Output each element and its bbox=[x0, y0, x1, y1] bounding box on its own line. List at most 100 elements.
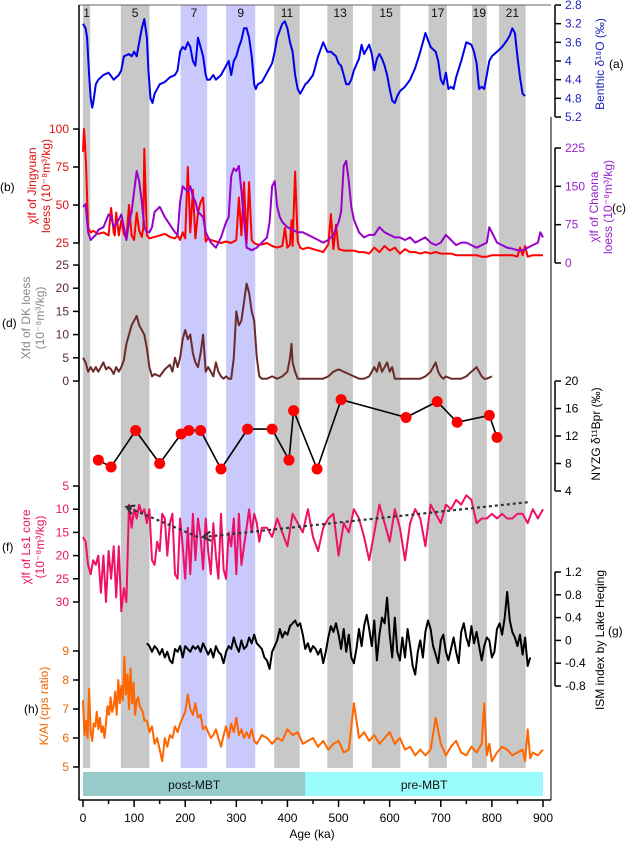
y-tick-label-c: 225 bbox=[565, 141, 585, 155]
period-pre-mbt bbox=[305, 772, 543, 796]
axes: 2.83.23.644.44.85.2255075100075150225051… bbox=[49, 0, 586, 825]
y-tick-label-g: 0.4 bbox=[565, 611, 582, 625]
period-label: post-MBT bbox=[168, 778, 221, 792]
y-tick-label-g: 0 bbox=[565, 633, 572, 647]
series-b-line bbox=[82, 128, 543, 258]
y-tick-label-g: 0.8 bbox=[565, 588, 582, 602]
period-post-mbt bbox=[83, 772, 306, 796]
axis-title-d-line1: Xfd of DK loess bbox=[19, 277, 33, 360]
series-f-line bbox=[82, 494, 544, 613]
panel-label-b: (b) bbox=[0, 180, 15, 194]
x-axis-title: Age (ka) bbox=[289, 827, 334, 841]
mis-band-labels: 1 5 7 9 11 13 15 17 19 21 bbox=[83, 6, 519, 20]
y-tick-label-g: -0.8 bbox=[565, 679, 586, 693]
axis-title-d-line2: (10⁻⁸m³/kg) bbox=[33, 287, 47, 350]
axis-title-f-line2: (10⁻⁸m³/kg) bbox=[33, 516, 47, 579]
series-e-point bbox=[400, 411, 412, 423]
series-e-point bbox=[491, 431, 503, 443]
y-tick-label-d: 5 bbox=[62, 351, 69, 365]
mis-band-9 bbox=[226, 5, 256, 768]
series-h-line bbox=[82, 655, 544, 763]
axis-title-e: NYZG δ¹¹Bpr (‰) bbox=[589, 387, 603, 480]
mis-band-label: 19 bbox=[473, 6, 487, 20]
y-tick-label-d: 10 bbox=[56, 328, 70, 342]
series-e-point bbox=[451, 416, 463, 428]
x-tick-label: 400 bbox=[277, 811, 297, 825]
mis-band-label: 17 bbox=[431, 6, 445, 20]
mis-band-label: 11 bbox=[281, 6, 294, 20]
axis-title-b-line1: χlf of Jingyuan bbox=[25, 147, 39, 224]
period-label: pre-MBT bbox=[401, 778, 448, 792]
y-tick-label-b: 75 bbox=[56, 160, 70, 174]
y-tick-label-c: 0 bbox=[565, 256, 572, 270]
y-tick-label-f: 15 bbox=[56, 525, 70, 539]
y-tick-label-a: 5.2 bbox=[565, 110, 582, 124]
panel-label-c: (c) bbox=[612, 201, 626, 215]
panel-label-g: (g) bbox=[608, 624, 623, 638]
x-tick-label: 500 bbox=[329, 811, 349, 825]
trend-arrow-head bbox=[201, 530, 212, 542]
y-tick-label-a: 4 bbox=[565, 54, 572, 68]
series-e-point bbox=[105, 461, 117, 473]
y-tick-label-d: 0 bbox=[62, 374, 69, 388]
series-e-point bbox=[130, 425, 142, 436]
y-tick-label-f: 30 bbox=[56, 595, 70, 609]
series-e-point bbox=[283, 454, 295, 466]
y-tick-label-b: 50 bbox=[56, 198, 70, 212]
axis-title-c-line1: χlf of Chaona bbox=[587, 171, 601, 242]
panel-label-a: (a) bbox=[609, 57, 624, 71]
series-e-point bbox=[183, 425, 195, 436]
mis-band-label: 9 bbox=[237, 6, 244, 20]
series-e-point bbox=[266, 423, 278, 435]
mis-band-label: 5 bbox=[132, 6, 139, 20]
axis-title-g: ISM index by Lake Heqing bbox=[593, 570, 607, 710]
panel-label-f: (f) bbox=[2, 540, 13, 554]
y-tick-label-f: 25 bbox=[56, 572, 70, 586]
mis-band-label: 13 bbox=[333, 6, 347, 20]
axis-title-a: Benthic δ¹⁸O (‰) bbox=[593, 18, 607, 110]
y-tick-label-c: 150 bbox=[565, 179, 585, 193]
y-tick-label-g: 1.2 bbox=[565, 565, 582, 579]
series-e-point bbox=[92, 454, 104, 466]
mis-band-label: 21 bbox=[506, 6, 520, 20]
axis-title-f-line1: χlf of Ls1 core bbox=[19, 509, 33, 584]
mis-band-label: 1 bbox=[83, 6, 90, 20]
y-tick-label-f: 10 bbox=[56, 502, 70, 516]
series-e-point bbox=[288, 405, 300, 417]
series-e-point bbox=[431, 396, 443, 408]
panel-label-d: (d) bbox=[2, 316, 17, 330]
y-tick-label-h: 9 bbox=[62, 644, 69, 658]
y-tick-label-h: 5 bbox=[62, 760, 69, 774]
x-tick-label: 800 bbox=[482, 811, 502, 825]
y-tick-label-a: 2.8 bbox=[565, 0, 582, 12]
series-e-point bbox=[215, 463, 227, 475]
series-e-point bbox=[335, 394, 347, 406]
mis-band-1 bbox=[83, 5, 91, 768]
x-tick-label: 100 bbox=[124, 811, 144, 825]
x-tick-label: 900 bbox=[533, 811, 553, 825]
series-lines bbox=[82, 18, 544, 763]
y-tick-label-f: 20 bbox=[56, 549, 70, 563]
y-tick-label-d: 25 bbox=[56, 258, 70, 272]
x-tick-label: 200 bbox=[175, 811, 195, 825]
series-e-point bbox=[483, 409, 495, 421]
trend-arrow-head bbox=[124, 504, 136, 515]
x-tick-label: 0 bbox=[80, 811, 87, 825]
y-tick-label-d: 20 bbox=[56, 281, 70, 295]
axis-title-h: K/Al (cps ratio) bbox=[37, 667, 51, 746]
y-tick-label-a: 3.6 bbox=[565, 35, 582, 49]
x-tick-label: 600 bbox=[380, 811, 400, 825]
axis-title-c-line2: loess (10⁻⁸m³/kg) bbox=[601, 160, 615, 254]
series-e-point bbox=[311, 463, 323, 475]
mis-band-5 bbox=[120, 5, 150, 768]
series-c-line bbox=[82, 159, 544, 252]
series-e-point bbox=[242, 423, 254, 435]
y-tick-label-c: 75 bbox=[565, 218, 579, 232]
y-tick-label-h: 6 bbox=[62, 731, 69, 745]
x-tick-label: 300 bbox=[226, 811, 246, 825]
y-tick-label-f: 5 bbox=[62, 479, 69, 493]
x-tick-label: 700 bbox=[431, 811, 451, 825]
mis-band-7 bbox=[180, 5, 208, 768]
y-tick-label-a: 4.8 bbox=[565, 91, 582, 105]
